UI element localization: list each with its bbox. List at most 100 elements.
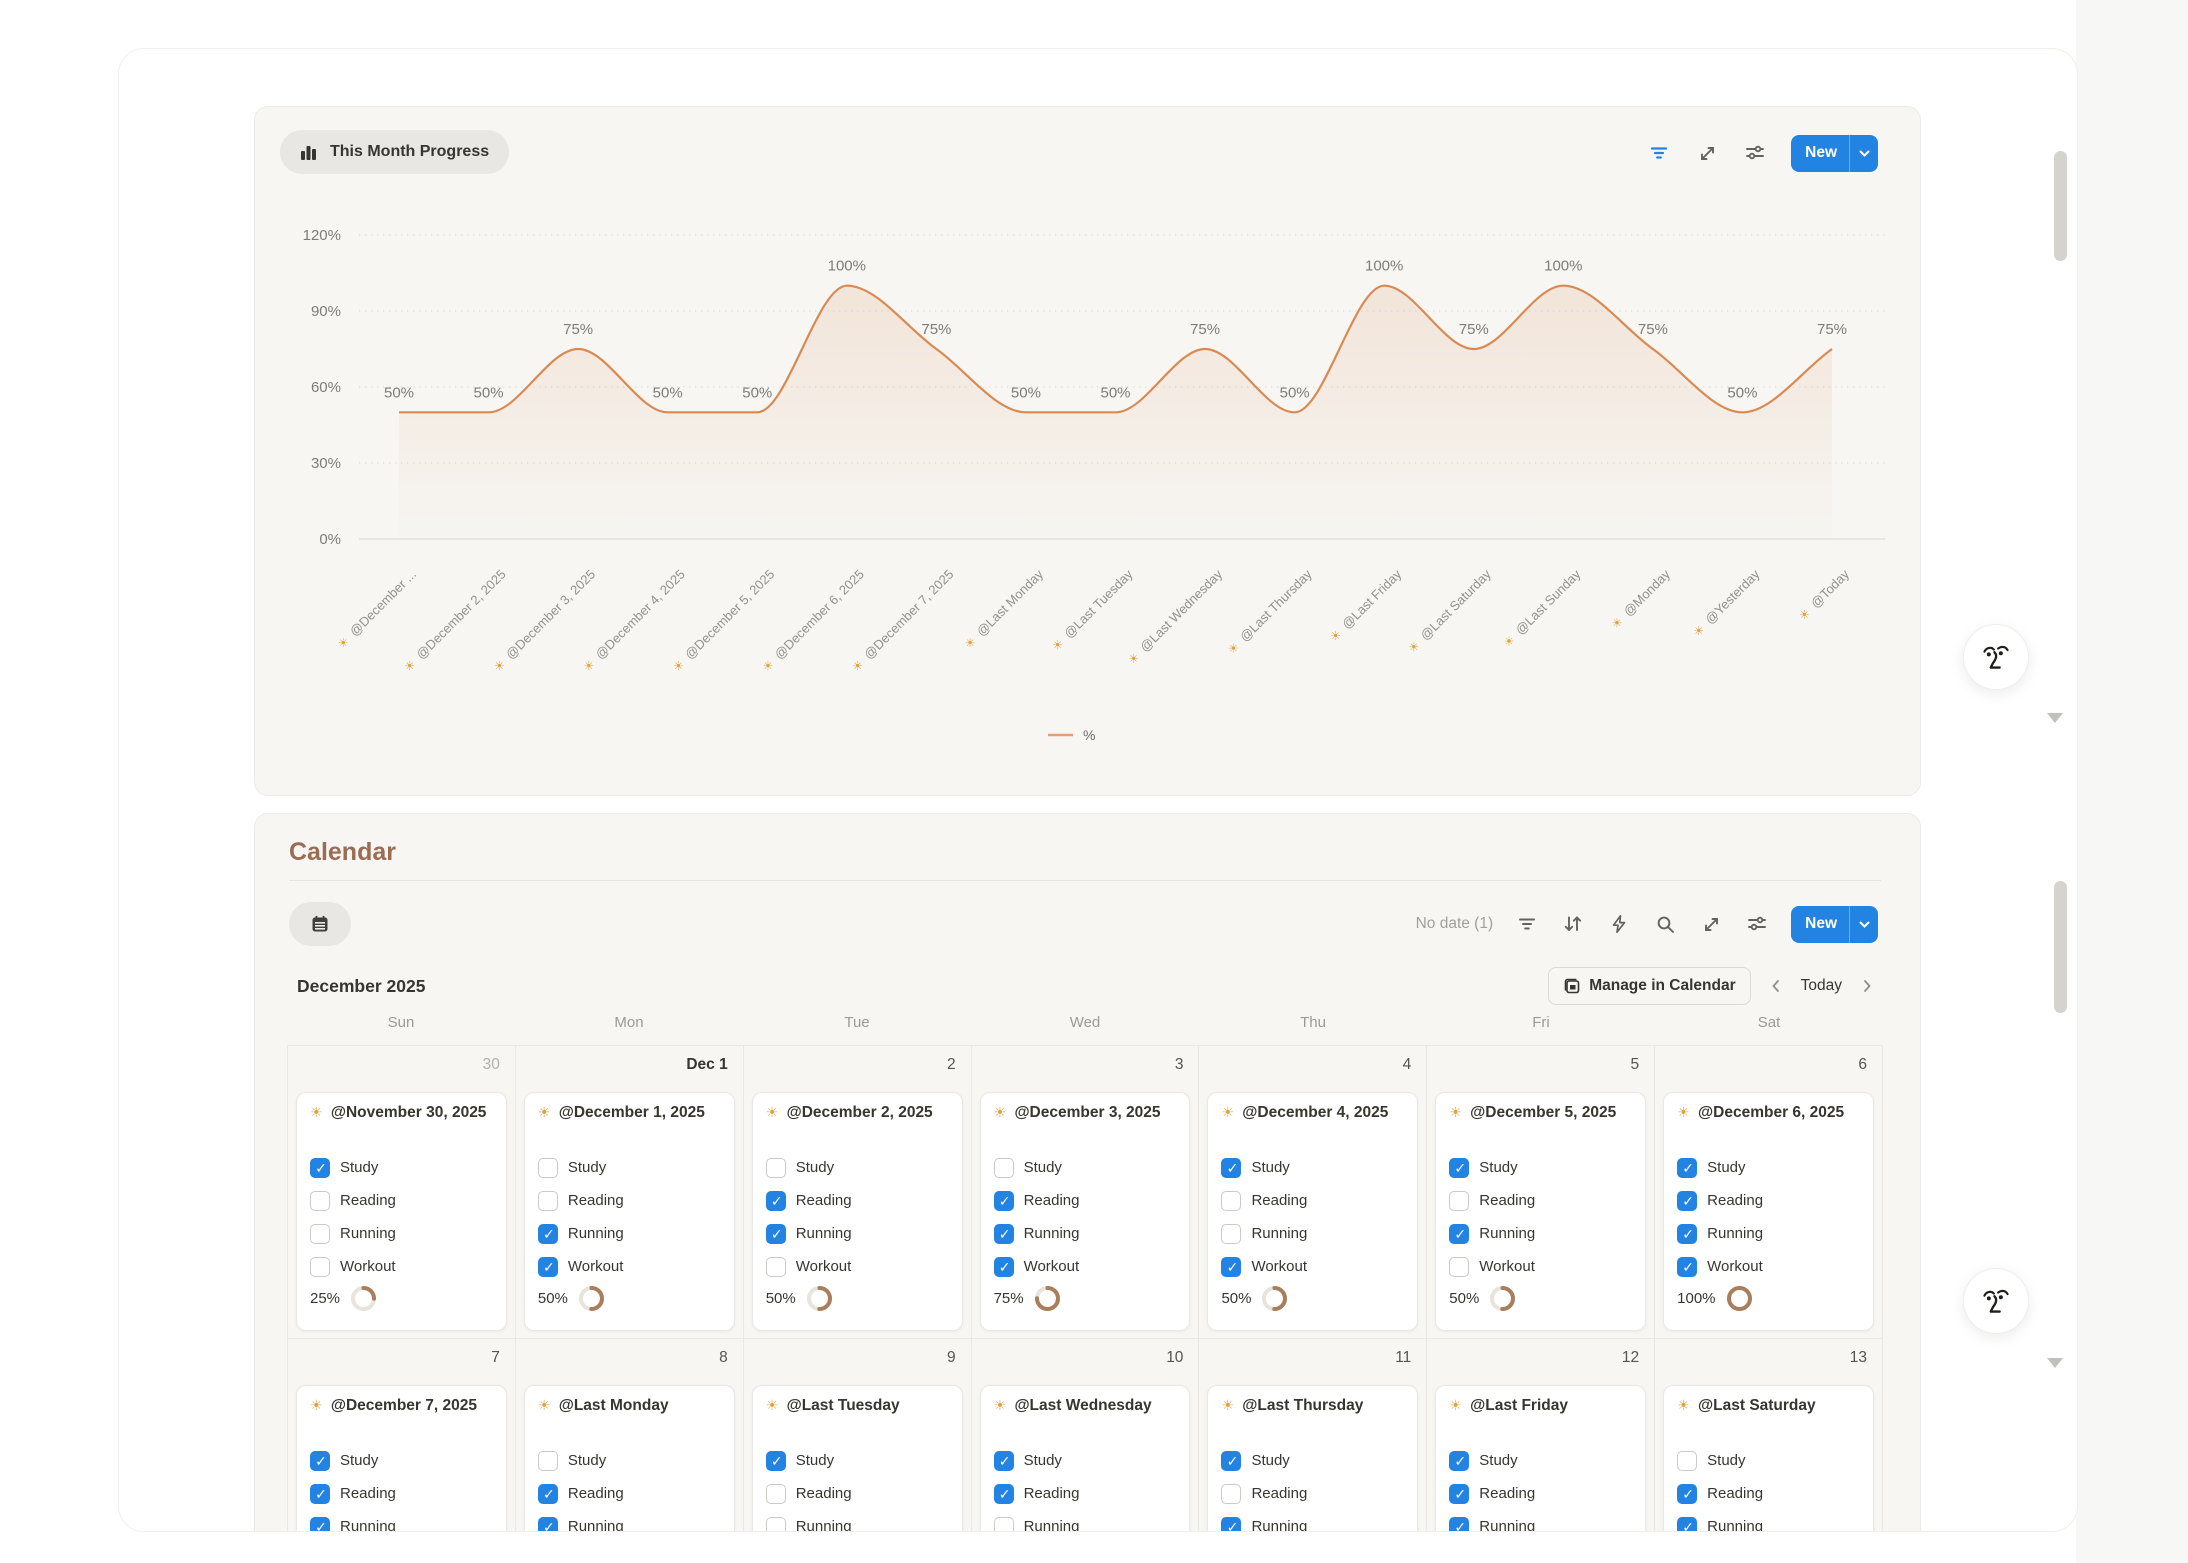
event-card[interactable]: ☀ @Last Friday Study Reading Running bbox=[1435, 1385, 1647, 1531]
event-card[interactable]: ☀ @December 6, 2025 Study Reading Running Wo… bbox=[1663, 1092, 1875, 1331]
day-cell[interactable]: 3 ☀ @December 3, 2025 Study Reading Running W… bbox=[972, 1046, 1200, 1338]
assistant-face-button[interactable] bbox=[1963, 624, 2029, 690]
scroll-down-arrow[interactable] bbox=[2047, 1358, 2063, 1368]
checked-checkbox[interactable] bbox=[537, 1516, 559, 1531]
new-button[interactable]: New bbox=[1791, 905, 1878, 943]
unchecked-checkbox[interactable] bbox=[1677, 1450, 1698, 1471]
day-cell[interactable]: 8 ☀ @Last Monday Study Reading Running bbox=[516, 1339, 744, 1531]
event-card[interactable]: ☀ @December 7, 2025 Study Reading Running bbox=[296, 1385, 507, 1531]
day-cell[interactable]: 6 ☀ @December 6, 2025 Study Reading Running W… bbox=[1655, 1046, 1884, 1338]
checked-checkbox[interactable] bbox=[1677, 1190, 1698, 1212]
day-cell[interactable]: 7 ☀ @December 7, 2025 Study Reading Running bbox=[288, 1339, 516, 1531]
checked-checkbox[interactable] bbox=[993, 1223, 1015, 1245]
next-month-icon[interactable] bbox=[1856, 975, 1878, 997]
unchecked-checkbox[interactable] bbox=[537, 1450, 558, 1471]
unchecked-checkbox[interactable] bbox=[1221, 1190, 1242, 1211]
event-card[interactable]: ☀ @Last Monday Study Reading Running bbox=[523, 1385, 735, 1531]
unchecked-checkbox[interactable] bbox=[765, 1157, 786, 1178]
checked-checkbox[interactable] bbox=[1449, 1450, 1470, 1472]
checked-checkbox[interactable] bbox=[1221, 1516, 1242, 1531]
search-icon[interactable] bbox=[1653, 912, 1677, 936]
event-card[interactable]: ☀ @December 1, 2025 Study Reading Running Wo… bbox=[523, 1092, 735, 1331]
chevron-down-icon[interactable] bbox=[1850, 918, 1878, 931]
event-card[interactable]: ☀ @Last Thursday Study Reading Running bbox=[1207, 1385, 1419, 1531]
day-cell[interactable]: 10 ☀ @Last Wednesday Study Reading Running bbox=[972, 1339, 1200, 1531]
chevron-down-icon[interactable] bbox=[1850, 147, 1878, 160]
checked-checkbox[interactable] bbox=[1677, 1516, 1698, 1531]
unchecked-checkbox[interactable] bbox=[765, 1516, 786, 1531]
checked-checkbox[interactable] bbox=[1221, 1256, 1242, 1278]
checked-checkbox[interactable] bbox=[310, 1483, 331, 1505]
calendar-view-pill[interactable] bbox=[289, 902, 351, 946]
checked-checkbox[interactable] bbox=[1221, 1157, 1242, 1179]
checked-checkbox[interactable] bbox=[1221, 1450, 1242, 1472]
unchecked-checkbox[interactable] bbox=[537, 1157, 558, 1178]
checked-checkbox[interactable] bbox=[993, 1483, 1015, 1505]
checked-checkbox[interactable] bbox=[1677, 1483, 1698, 1505]
day-cell[interactable]: 5 ☀ @December 5, 2025 Study Reading Running W… bbox=[1427, 1046, 1656, 1338]
checked-checkbox[interactable] bbox=[765, 1450, 787, 1472]
checked-checkbox[interactable] bbox=[537, 1223, 559, 1245]
checked-checkbox[interactable] bbox=[537, 1256, 559, 1278]
unchecked-checkbox[interactable] bbox=[993, 1157, 1014, 1178]
filter-icon[interactable] bbox=[1647, 141, 1671, 165]
new-button[interactable]: New bbox=[1791, 134, 1878, 172]
unchecked-checkbox[interactable] bbox=[993, 1516, 1014, 1531]
today-button[interactable]: Today bbox=[1800, 977, 1842, 994]
checked-checkbox[interactable] bbox=[310, 1516, 331, 1531]
assistant-face-button[interactable] bbox=[1963, 1268, 2029, 1334]
checked-checkbox[interactable] bbox=[1449, 1483, 1470, 1505]
checked-checkbox[interactable] bbox=[1677, 1256, 1698, 1278]
expand-icon[interactable] bbox=[1699, 912, 1723, 936]
unchecked-checkbox[interactable] bbox=[765, 1483, 786, 1504]
unchecked-checkbox[interactable] bbox=[1221, 1223, 1242, 1244]
event-card[interactable]: ☀ @Last Tuesday Study Reading Running bbox=[751, 1385, 963, 1531]
unchecked-checkbox[interactable] bbox=[1221, 1483, 1242, 1504]
chart-scrollbar-thumb[interactable] bbox=[2054, 151, 2067, 261]
event-card[interactable]: ☀ @December 3, 2025 Study Reading Running Wo… bbox=[979, 1092, 1191, 1331]
calendar-scrollbar-thumb[interactable] bbox=[2054, 881, 2067, 1013]
unchecked-checkbox[interactable] bbox=[537, 1190, 558, 1211]
event-card[interactable]: ☀ @Last Saturday Study Reading Running bbox=[1663, 1385, 1875, 1531]
checked-checkbox[interactable] bbox=[993, 1450, 1015, 1472]
unchecked-checkbox[interactable] bbox=[310, 1190, 330, 1211]
event-card[interactable]: ☀ @December 5, 2025 Study Reading Running Wo… bbox=[1435, 1092, 1647, 1331]
day-cell[interactable]: 13 ☀ @Last Saturday Study Reading Running bbox=[1655, 1339, 1884, 1531]
view-settings-icon[interactable] bbox=[1745, 912, 1769, 936]
chart-title-chip[interactable]: This Month Progress bbox=[280, 130, 510, 174]
checked-checkbox[interactable] bbox=[765, 1190, 787, 1212]
event-card[interactable]: ☀ @Last Wednesday Study Reading Running bbox=[979, 1385, 1191, 1531]
unchecked-checkbox[interactable] bbox=[310, 1256, 330, 1277]
day-cell[interactable]: 11 ☀ @Last Thursday Study Reading Running bbox=[1199, 1339, 1428, 1531]
view-settings-icon[interactable] bbox=[1743, 141, 1767, 165]
checked-checkbox[interactable] bbox=[1449, 1157, 1470, 1179]
checked-checkbox[interactable] bbox=[765, 1223, 787, 1245]
checked-checkbox[interactable] bbox=[993, 1190, 1015, 1212]
checked-checkbox[interactable] bbox=[1449, 1223, 1470, 1245]
checked-checkbox[interactable] bbox=[1677, 1223, 1698, 1245]
event-card[interactable]: ☀ @December 2, 2025 Study Reading Running Wo… bbox=[751, 1092, 963, 1331]
event-card[interactable]: ☀ @November 30, 2025 Study Reading Running W… bbox=[296, 1092, 507, 1331]
sort-icon[interactable] bbox=[1561, 912, 1585, 936]
checked-checkbox[interactable] bbox=[1449, 1516, 1470, 1531]
checked-checkbox[interactable] bbox=[1677, 1157, 1698, 1179]
checked-checkbox[interactable] bbox=[537, 1483, 559, 1505]
unchecked-checkbox[interactable] bbox=[1449, 1256, 1470, 1277]
day-cell[interactable]: 2 ☀ @December 2, 2025 Study Reading Running W… bbox=[744, 1046, 972, 1338]
scroll-down-arrow[interactable] bbox=[2047, 713, 2063, 723]
unchecked-checkbox[interactable] bbox=[1449, 1190, 1470, 1211]
day-cell[interactable]: Dec 1 ☀ @December 1, 2025 Study Reading Runn… bbox=[516, 1046, 744, 1338]
filter-icon[interactable] bbox=[1515, 912, 1539, 936]
prev-month-icon[interactable] bbox=[1765, 975, 1787, 997]
checked-checkbox[interactable] bbox=[993, 1256, 1015, 1278]
checked-checkbox[interactable] bbox=[310, 1157, 331, 1179]
event-card[interactable]: ☀ @December 4, 2025 Study Reading Running Wo… bbox=[1207, 1092, 1419, 1331]
automations-icon[interactable] bbox=[1607, 912, 1631, 936]
no-date-filter[interactable]: No date (1) bbox=[1415, 915, 1494, 932]
day-cell[interactable]: 30 ☀ @November 30, 2025 Study Reading Runnin… bbox=[288, 1046, 516, 1338]
day-cell[interactable]: 12 ☀ @Last Friday Study Reading Running bbox=[1427, 1339, 1656, 1531]
checked-checkbox[interactable] bbox=[310, 1450, 331, 1472]
unchecked-checkbox[interactable] bbox=[310, 1223, 330, 1244]
unchecked-checkbox[interactable] bbox=[765, 1256, 786, 1277]
manage-in-calendar-button[interactable]: Manage in Calendar bbox=[1548, 967, 1751, 1005]
